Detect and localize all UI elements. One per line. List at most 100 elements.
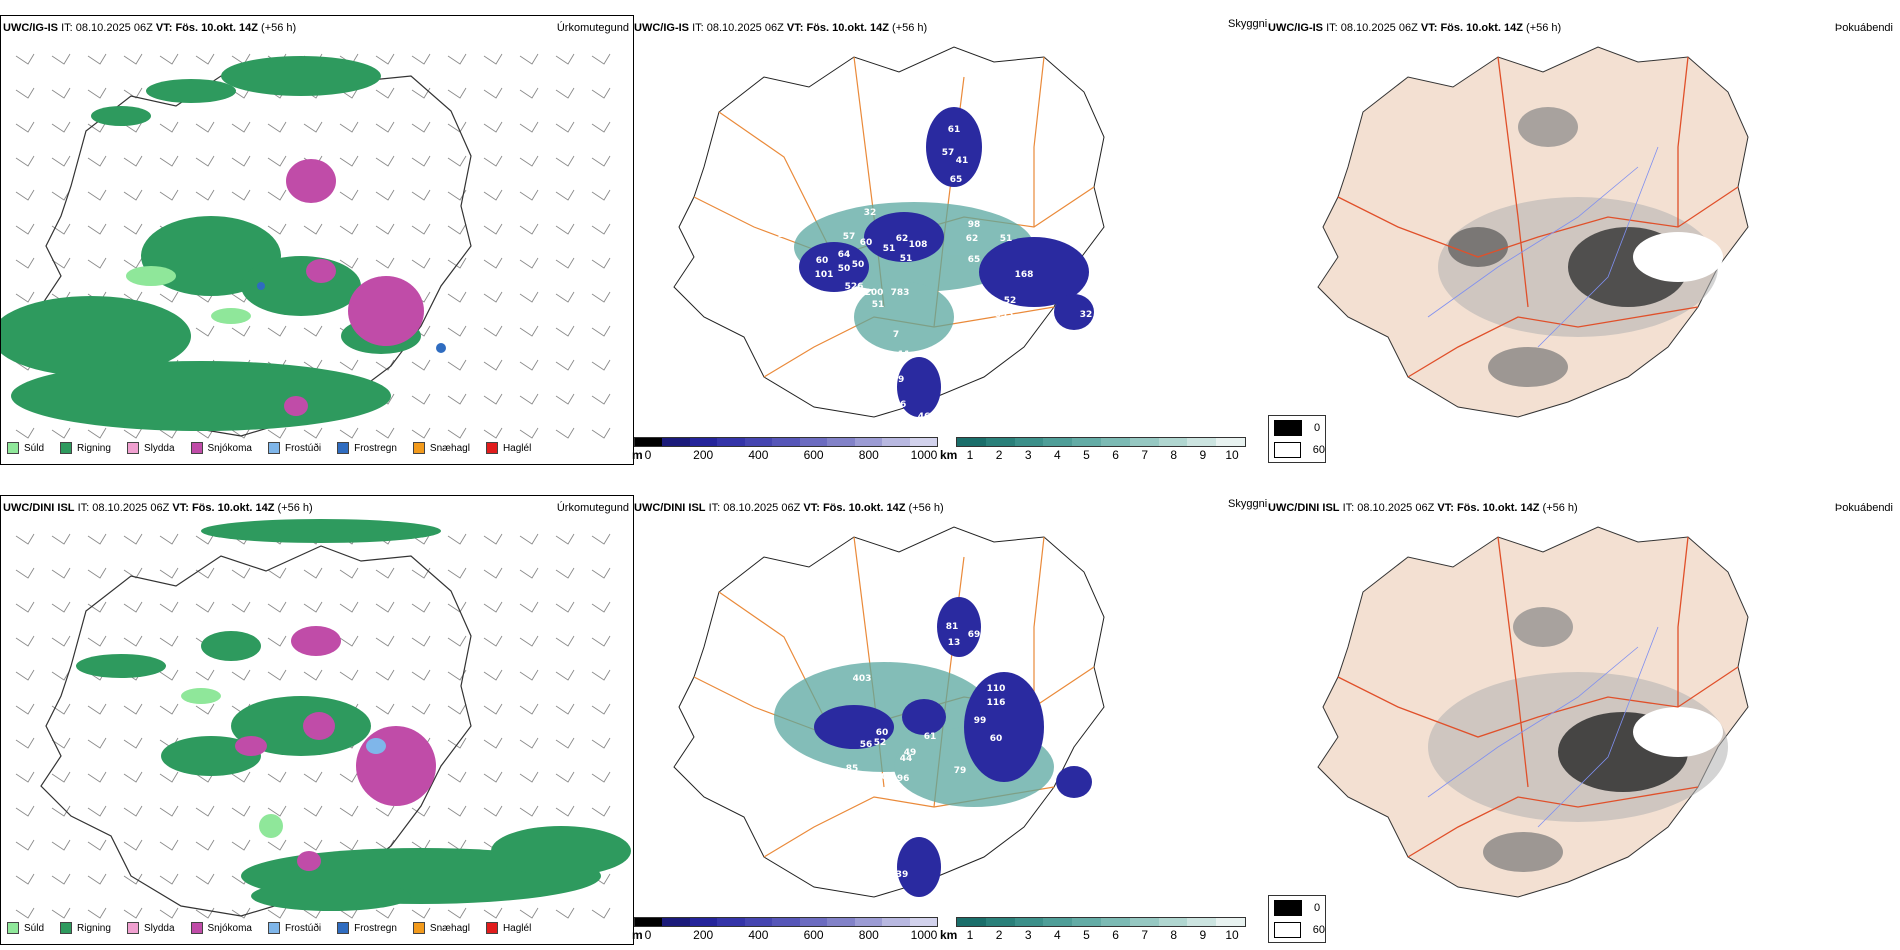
wind-barb (411, 189, 431, 201)
wind-barb (339, 805, 359, 817)
wind-barb (375, 155, 395, 167)
cloud-base-label: 52 (1004, 296, 1017, 306)
wind-barb (87, 567, 107, 579)
wind-barb (375, 601, 395, 613)
wind-barb (87, 703, 107, 715)
wind-barb (267, 839, 287, 851)
wind-barb (519, 121, 539, 133)
wind-barb (591, 87, 611, 99)
panel-title-precip: Úrkomutegund (556, 22, 629, 34)
wind-barb (231, 771, 251, 783)
legend-item: Haglél (485, 442, 531, 454)
wind-barb (231, 155, 251, 167)
fog-legend: 0 60 (1268, 895, 1326, 943)
colorbar-tick: 8 (1170, 928, 1178, 942)
wind-barb (159, 533, 179, 545)
wind-barb (123, 839, 143, 851)
colorbar-cell (854, 918, 883, 926)
wind-barb (447, 325, 467, 337)
visibility-unit: km (940, 928, 958, 942)
colorbar-tick: 600 (803, 448, 824, 462)
wind-barb (303, 839, 323, 851)
wind-barb (15, 533, 35, 545)
wind-barb (591, 155, 611, 167)
cloud-base-label: 41 (918, 808, 931, 818)
wind-barb (195, 669, 215, 681)
wind-barb (87, 53, 107, 65)
wind-barb (411, 427, 431, 439)
colorbar-tick: 4 (1053, 448, 1061, 462)
cloud-base-label: 61 (948, 125, 961, 135)
wind-barb (231, 669, 251, 681)
wind-barb (339, 601, 359, 613)
wind-barb (195, 533, 215, 545)
legend-item: Snjókoma (190, 922, 252, 934)
cloud-base-label: 57 (843, 232, 856, 242)
cloud-base-label: 79 (954, 766, 967, 776)
wind-barb (51, 427, 71, 439)
wind-barb (267, 567, 287, 579)
wind-barb (447, 393, 467, 405)
wind-barb (123, 907, 143, 919)
wind-barb (123, 737, 143, 749)
wind-barb (87, 87, 107, 99)
wind-barb (159, 53, 179, 65)
legend-label: Rigning (77, 442, 111, 454)
fog-panel-row1: UWC/IG-IS IT: 08.10.2025 06Z VT: Fös. 10… (1268, 15, 1900, 465)
wind-barb (267, 155, 287, 167)
cloud-base-label: 51 (883, 244, 896, 254)
wind-barb (555, 737, 575, 749)
wind-barb (483, 291, 503, 303)
wind-barb (447, 223, 467, 235)
panel-title-cloud: Skyggni (1228, 498, 1268, 510)
lead-time: (+56 h) (1526, 22, 1562, 34)
wind-barb (555, 669, 575, 681)
wind-barb (231, 805, 251, 817)
vt-value: Fös. 10.okt. 14Z (822, 502, 906, 514)
wind-barb (555, 291, 575, 303)
fog-legend-row: 60 (1274, 920, 1325, 940)
wind-barb (51, 771, 71, 783)
cloud-base-label: 11 (898, 350, 911, 360)
wind-barb (51, 737, 71, 749)
wind-barb (15, 907, 35, 919)
wind-barb (519, 87, 539, 99)
colorbar-cell (985, 438, 1015, 446)
wind-barb (447, 87, 467, 99)
wind-barb (339, 567, 359, 579)
wind-barb (411, 359, 431, 371)
wind-barb (591, 121, 611, 133)
cloud-base-label: 56 (894, 400, 907, 410)
wind-barb (519, 635, 539, 647)
colorbar-cell (909, 918, 937, 926)
wind-barb (555, 533, 575, 545)
wind-barb (447, 737, 467, 749)
legend-item: Snæhagl (412, 442, 470, 454)
wind-barb (15, 839, 35, 851)
wind-barb (519, 567, 539, 579)
wind-barb (591, 53, 611, 65)
fog-legend-label: 60 (1312, 444, 1325, 456)
colorbar-tick: 600 (803, 928, 824, 942)
wind-barb (159, 771, 179, 783)
legend-swatch (412, 922, 425, 934)
cloud-base-label: 50 (852, 260, 865, 270)
legend-swatch (60, 442, 73, 454)
legend-item: Snjókoma (190, 442, 252, 454)
wind-barb (87, 189, 107, 201)
fog-legend-label: 0 (1314, 422, 1321, 434)
legend-label: Súld (24, 922, 45, 934)
lead-time: (+56 h) (277, 502, 313, 514)
colorbar-cell (689, 438, 718, 446)
wind-barb (195, 805, 215, 817)
wind-barb (123, 427, 143, 439)
colorbar-cell (1187, 918, 1217, 926)
wind-barb (555, 393, 575, 405)
wind-barb (87, 873, 107, 885)
wind-barb (339, 223, 359, 235)
cloud-base-label: 51 (872, 300, 885, 310)
wind-barb (483, 393, 503, 405)
cloud-base-label: 57 (942, 148, 955, 158)
wind-barb (303, 223, 323, 235)
colorbar-cell (1158, 438, 1188, 446)
